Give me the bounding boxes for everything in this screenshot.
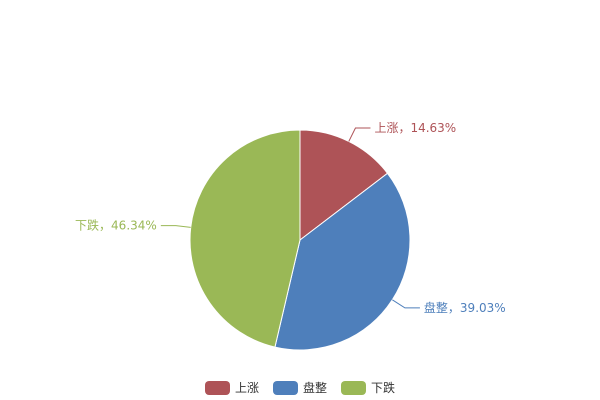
legend-item-up[interactable]: 上涨	[204, 379, 259, 396]
legend-swatch	[204, 380, 230, 395]
label-line	[392, 299, 420, 309]
label-line	[160, 225, 191, 228]
legend-label: 上涨	[234, 381, 259, 395]
legend-swatch	[341, 380, 366, 395]
legend: 上涨 盘整 下跌	[0, 379, 600, 396]
legend-item-down[interactable]: 下跌	[341, 379, 395, 396]
slice-label: 下跌，46.34%	[75, 218, 157, 233]
legend-swatch	[272, 380, 298, 395]
slice-label: 上涨，14.63%	[374, 120, 456, 135]
pie-slice[interactable]	[274, 172, 411, 351]
legend-label: 盘整	[302, 381, 327, 395]
legend-item-flat[interactable]: 盘整	[272, 379, 327, 396]
label-line	[348, 127, 371, 142]
pie-slice[interactable]	[189, 129, 301, 348]
slice-label: 盘整，39.03%	[424, 300, 506, 315]
legend-label: 下跌	[371, 381, 396, 395]
